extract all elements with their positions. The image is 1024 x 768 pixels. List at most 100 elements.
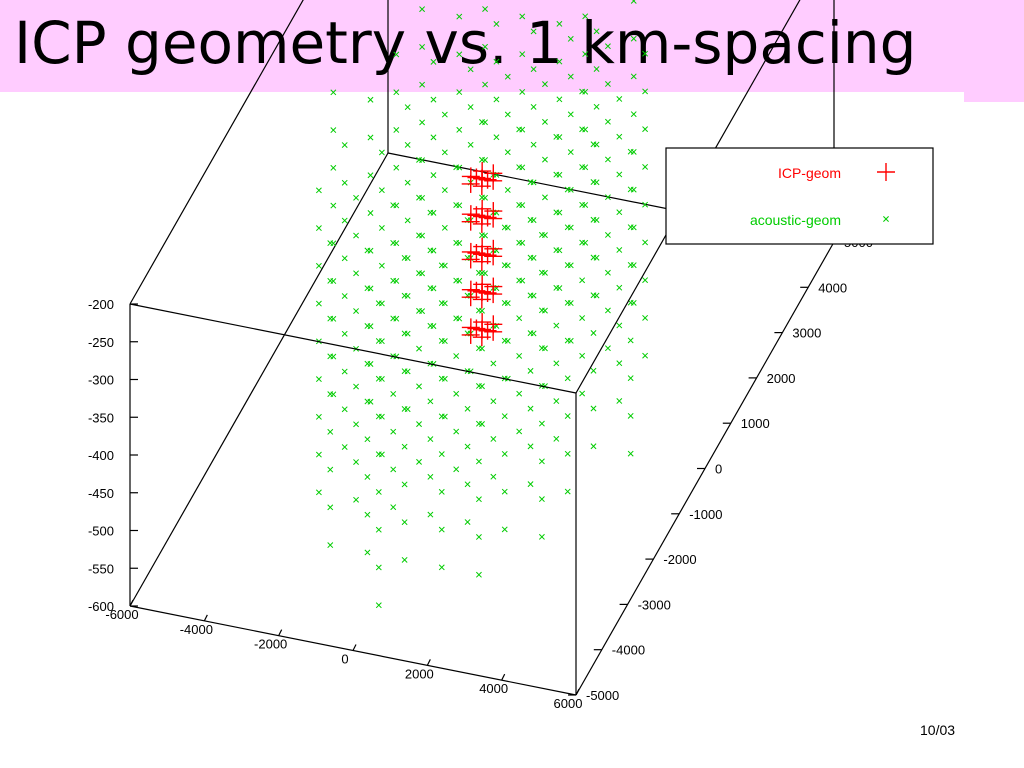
acoustic-point [493, 21, 500, 27]
acoustic-point [542, 81, 548, 88]
acoustic-point [416, 458, 422, 465]
acoustic-point [364, 474, 371, 480]
acoustic-point [453, 239, 460, 246]
acoustic-point [630, 73, 637, 80]
acoustic-point [590, 330, 597, 336]
acoustic-point [475, 420, 482, 427]
legend-marker-acoustic [883, 216, 889, 222]
icp-point [461, 325, 480, 344]
acoustic-point [327, 466, 334, 473]
z-tick-label: -600 [88, 599, 114, 614]
acoustic-point [579, 126, 586, 133]
acoustic-point [401, 405, 408, 412]
acoustic-point [375, 375, 382, 382]
acoustic-point [482, 81, 489, 88]
acoustic-point [627, 375, 634, 382]
acoustic-point [367, 96, 374, 103]
acoustic-point [404, 217, 411, 224]
acoustic-point [315, 451, 322, 458]
icp-point [484, 277, 503, 296]
acoustic-point [404, 141, 411, 148]
acoustic-point [401, 443, 408, 450]
acoustic-point [516, 126, 523, 133]
acoustic-point [590, 216, 597, 223]
acoustic-point [516, 315, 523, 322]
icp-point [461, 250, 480, 269]
acoustic-point [527, 254, 534, 261]
z-tick-label: -350 [88, 410, 114, 425]
acoustic-point [490, 436, 497, 442]
legend-plus-marker [877, 163, 895, 181]
acoustic-point [527, 330, 534, 337]
acoustic-point [416, 232, 422, 239]
acoustic-point [527, 179, 534, 186]
acoustic-point [579, 277, 586, 284]
x-tick [203, 614, 208, 622]
acoustic-point [642, 50, 649, 57]
acoustic-point [564, 413, 571, 420]
acoustic-point [315, 262, 322, 269]
acoustic-geom-series [315, 0, 649, 609]
y-tick-label: -4000 [612, 643, 645, 658]
acoustic-point [516, 201, 523, 208]
acoustic-point [416, 383, 422, 390]
acoustic-point [567, 149, 574, 156]
acoustic-point [530, 103, 537, 110]
z-tick-label: -450 [88, 486, 114, 501]
acoustic-point [378, 149, 385, 156]
acoustic-point [441, 111, 448, 118]
legend-label-icp: ICP-geom [778, 165, 841, 181]
acoustic-point [542, 194, 548, 201]
acoustic-point [553, 171, 560, 178]
acoustic-point [501, 224, 508, 231]
acoustic-point [327, 277, 334, 284]
acoustic-point [516, 164, 523, 171]
acoustic-point [627, 261, 634, 268]
acoustic-point [482, 6, 489, 12]
acoustic-point [538, 345, 545, 352]
acoustic-point [504, 149, 511, 156]
acoustic-point [579, 390, 586, 397]
acoustic-point [504, 73, 511, 80]
acoustic-point [375, 300, 382, 307]
acoustic-point [553, 209, 560, 216]
acoustic-point [564, 186, 571, 193]
acoustic-point [616, 246, 623, 253]
acoustic-point [627, 186, 634, 193]
acoustic-point [582, 13, 589, 20]
acoustic-point [530, 141, 537, 148]
acoustic-point [590, 254, 597, 261]
acoustic-point [556, 96, 563, 103]
acoustic-point [427, 511, 434, 518]
acoustic-point [390, 239, 397, 246]
acoustic-point [604, 345, 611, 352]
acoustic-point [341, 444, 348, 451]
acoustic-point [590, 443, 597, 450]
acoustic-point [327, 315, 334, 322]
acoustic-point [341, 179, 348, 186]
acoustic-point [438, 413, 445, 420]
y-tick-label: -2000 [663, 552, 696, 567]
acoustic-point [438, 564, 445, 571]
acoustic-point [604, 156, 611, 163]
acoustic-point [616, 209, 623, 216]
acoustic-point [375, 488, 382, 495]
acoustic-point [553, 360, 560, 367]
acoustic-point [616, 133, 623, 140]
acoustic-point [315, 376, 322, 383]
acoustic-point [627, 148, 634, 155]
acoustic-point [419, 81, 426, 88]
acoustic-point [538, 231, 545, 238]
x-tick [278, 629, 283, 636]
acoustic-point [553, 284, 560, 291]
acoustic-point [479, 232, 485, 239]
acoustic-point [627, 412, 634, 419]
acoustic-point [401, 368, 408, 375]
box-edge [129, 152, 389, 607]
acoustic-point [401, 519, 408, 526]
icp-point [484, 315, 503, 334]
acoustic-point [493, 96, 500, 103]
acoustic-point [579, 201, 586, 208]
acoustic-point [341, 255, 348, 262]
acoustic-point [527, 405, 534, 412]
